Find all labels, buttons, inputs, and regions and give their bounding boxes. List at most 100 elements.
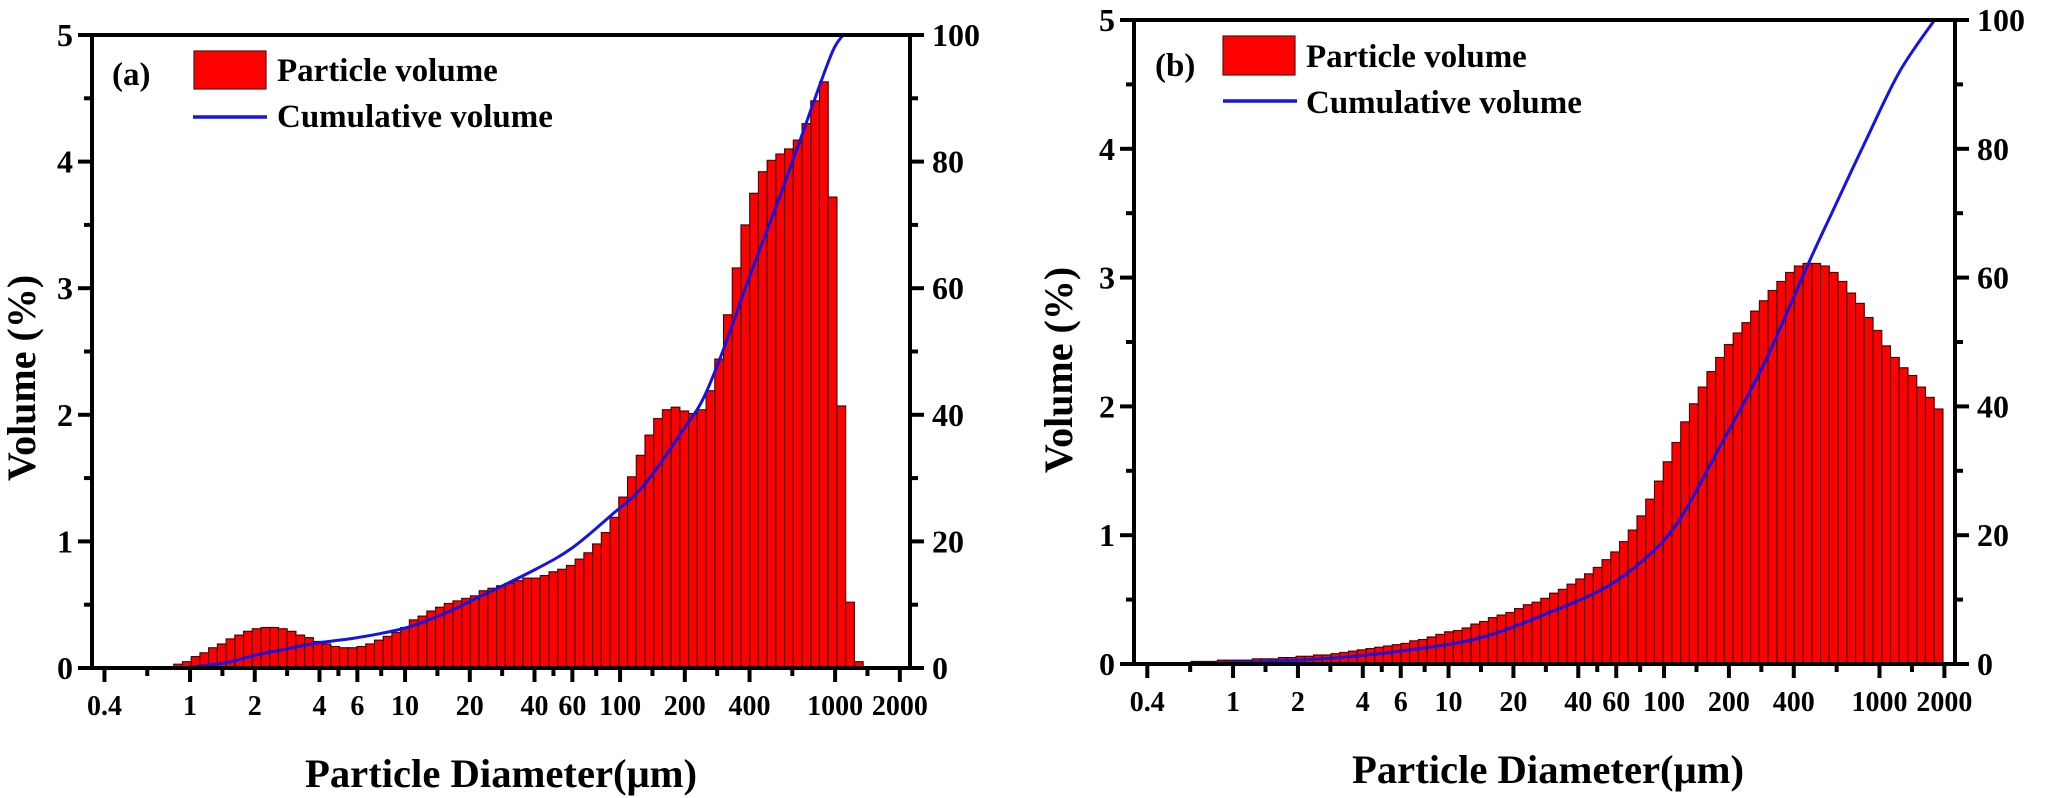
- bar: [766, 159, 777, 668]
- y-tick-label: 5: [1099, 2, 1115, 38]
- bar: [1811, 262, 1822, 664]
- bar: [1601, 559, 1612, 664]
- bar: [504, 582, 515, 668]
- x-tick-label: 60: [558, 691, 586, 722]
- x-tick-label: 200: [1708, 687, 1750, 718]
- bar: [338, 647, 349, 668]
- y2-tick-label: 40: [1977, 388, 2009, 424]
- bar: [1881, 345, 1892, 664]
- x-tick-label: 400: [729, 691, 771, 722]
- y2-tick-label: 80: [1977, 131, 2009, 167]
- bar: [1557, 588, 1568, 664]
- bar: [1741, 322, 1752, 664]
- x-tick-label: 1: [183, 691, 197, 722]
- bar: [1610, 551, 1621, 664]
- bar: [513, 580, 524, 668]
- x-tick-label: 0.4: [87, 691, 122, 722]
- bar: [530, 577, 541, 668]
- bar: [845, 601, 855, 668]
- bar: [1426, 636, 1437, 664]
- y-tick-label: 1: [1099, 517, 1115, 553]
- panel-b: 0.4 1 2 4 6 10 20 40 60 100 200 400 1000 200001234502…: [1036, 2, 2025, 792]
- x-tick-label: 4: [1356, 687, 1370, 718]
- bar: [1907, 374, 1918, 664]
- bar: [234, 634, 245, 668]
- bar: [714, 358, 725, 668]
- x-tick-label: 1000: [1852, 687, 1908, 718]
- bar: [312, 640, 323, 668]
- bar: [1461, 627, 1472, 664]
- bar: [365, 643, 376, 668]
- x-tick-label: 1000: [807, 691, 863, 722]
- legend-b: Particle volume Cumulative volume: [1222, 35, 1582, 121]
- bar: [1846, 292, 1857, 664]
- bar: [1680, 421, 1690, 664]
- bar: [1653, 480, 1664, 664]
- bar: [321, 643, 332, 668]
- legend-label-cumulative-volume: Cumulative volume: [277, 99, 553, 135]
- x-axis-title-b: Particle Diameter(μm): [1352, 747, 1744, 792]
- bar: [487, 587, 498, 668]
- y2-tick-label: 40: [932, 397, 964, 433]
- bar: [1382, 645, 1393, 664]
- bar: [1505, 611, 1516, 664]
- y2-tick-label: 20: [932, 523, 964, 559]
- y2-tick-label: 60: [1977, 260, 2009, 296]
- bar: [1723, 344, 1734, 664]
- particle-volume-bars: [164, 81, 864, 668]
- bar: [731, 267, 742, 668]
- x-ticks: 0.4 1 2 4 6 10 20 40 60 100 200 400 1000 2000: [87, 668, 928, 722]
- x-tick-label: 100: [599, 691, 641, 722]
- bar: [679, 410, 690, 668]
- bar: [574, 558, 585, 668]
- bar: [600, 531, 611, 668]
- bar: [1776, 280, 1787, 664]
- bar: [1837, 280, 1848, 664]
- y-tick-label: 4: [1099, 131, 1115, 167]
- cumulative-volume-line: [1168, 19, 1936, 664]
- panel-label-b: (b): [1155, 48, 1195, 84]
- bar: [1409, 640, 1419, 664]
- y-tick-label: 0: [57, 650, 73, 686]
- y-tick-label: 2: [1099, 388, 1115, 424]
- bar: [705, 390, 716, 668]
- y-axis-title-a: Volume (%): [0, 275, 44, 481]
- y2-tick-label: 0: [932, 650, 948, 686]
- x-tick-label: 100: [1643, 687, 1685, 718]
- x-tick-label: 40: [1564, 687, 1592, 718]
- bar: [1479, 620, 1489, 664]
- x-axis-title-a: Particle Diameter(μm): [305, 751, 697, 796]
- bar: [609, 516, 620, 668]
- bar: [583, 552, 594, 668]
- bar: [347, 647, 358, 668]
- bar: [539, 575, 550, 668]
- bar: [1732, 332, 1743, 664]
- bar: [1522, 604, 1533, 664]
- bar: [1496, 614, 1507, 664]
- bar: [373, 639, 384, 668]
- bar: [251, 628, 262, 668]
- y-tick-label: 0: [1099, 646, 1115, 682]
- bar: [1785, 271, 1795, 664]
- bar: [1872, 329, 1883, 664]
- bar: [469, 595, 480, 668]
- x-tick-label: 2000: [872, 691, 928, 722]
- bar: [269, 626, 280, 668]
- bar: [1802, 262, 1813, 664]
- y-tick-label: 1: [57, 523, 73, 559]
- x-tick-label: 6: [1394, 687, 1408, 718]
- bar: [1688, 403, 1699, 664]
- bar: [391, 631, 402, 668]
- bar: [356, 645, 367, 668]
- x-tick-label: 4: [312, 691, 326, 722]
- bar: [1793, 265, 1804, 664]
- bar: [1575, 578, 1586, 664]
- y2-tick-label: 20: [1977, 517, 2009, 553]
- cumulative-volume-line: [180, 34, 845, 668]
- bar: [382, 635, 393, 668]
- bar: [1487, 617, 1498, 664]
- bar: [1750, 310, 1760, 664]
- x-tick-label: 200: [664, 691, 706, 722]
- legend-label-cumulative-volume: Cumulative volume: [1306, 85, 1582, 121]
- bar: [295, 634, 306, 668]
